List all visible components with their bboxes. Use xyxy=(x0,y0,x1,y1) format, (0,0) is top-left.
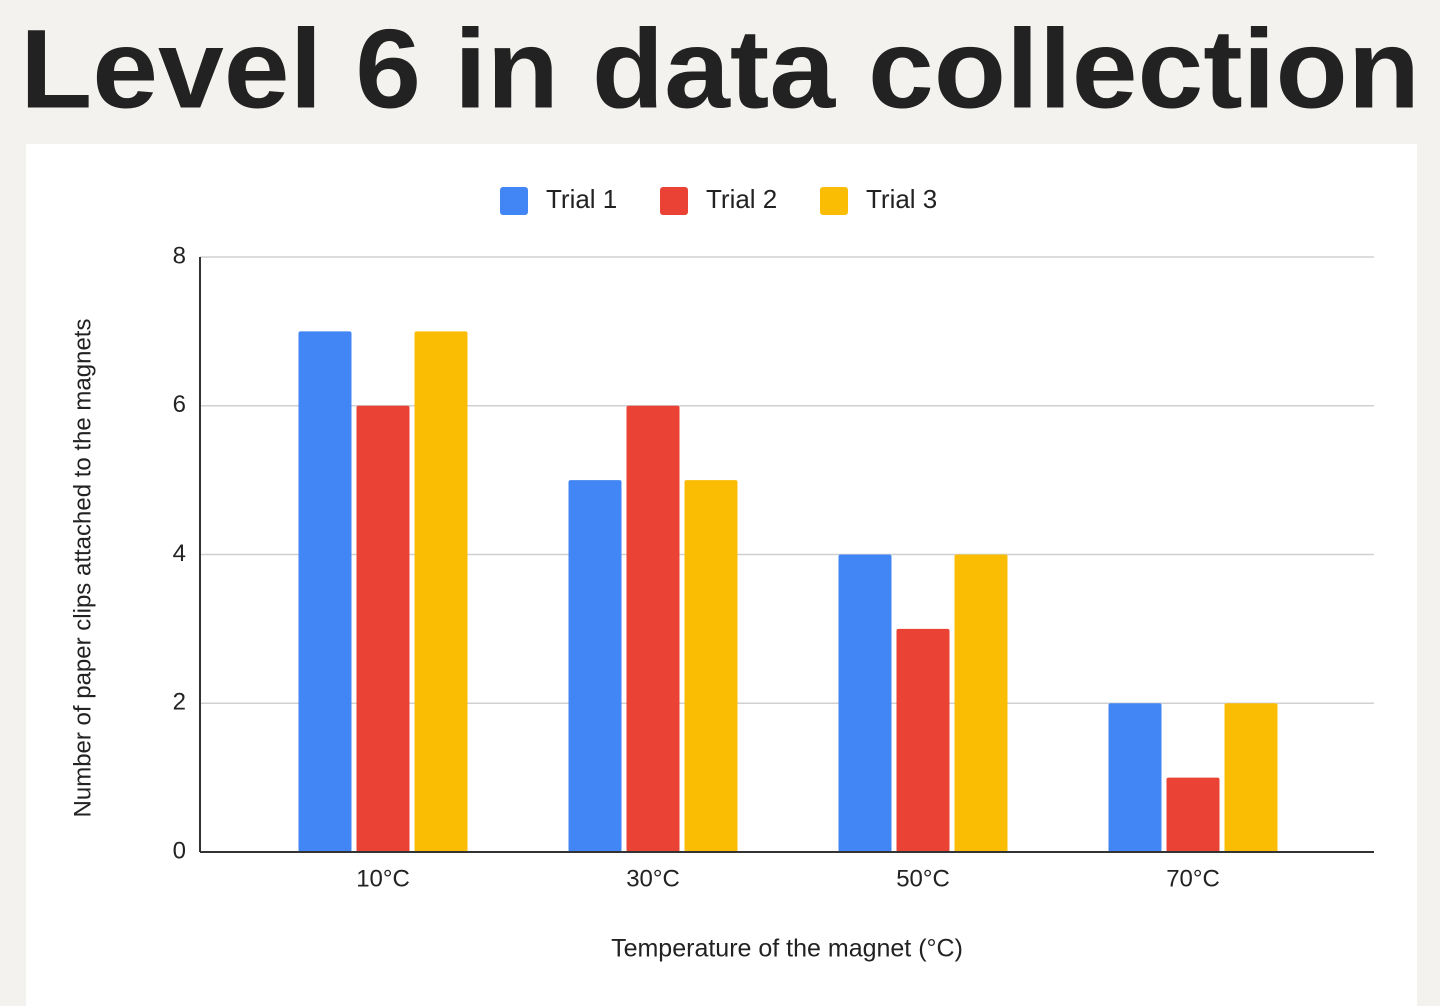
x-axis-title: Temperature of the magnet (°C) xyxy=(611,935,963,963)
legend-swatch xyxy=(500,187,528,215)
y-tick-label: 0 xyxy=(173,837,186,864)
legend-swatch xyxy=(660,187,688,215)
x-tick-label: 30°C xyxy=(626,865,680,892)
legend-label: Trial 2 xyxy=(706,184,777,214)
bar xyxy=(1166,777,1220,852)
bar xyxy=(684,480,738,852)
bar xyxy=(954,554,1008,852)
bar xyxy=(838,554,892,852)
bar xyxy=(356,405,410,852)
y-tick-label: 4 xyxy=(173,540,186,567)
x-tick-label: 10°C xyxy=(356,865,410,892)
bar xyxy=(568,480,622,852)
y-tick-label: 8 xyxy=(173,242,186,269)
bar xyxy=(626,405,680,852)
bar xyxy=(1224,703,1278,852)
x-tick-label: 50°C xyxy=(896,865,950,892)
y-axis-title: Number of paper clips attached to the ma… xyxy=(69,319,96,818)
legend-label: Trial 3 xyxy=(866,184,937,214)
bar xyxy=(1108,703,1162,852)
page-title: Level 6 in data collection xyxy=(20,7,1420,132)
y-tick-label: 6 xyxy=(173,391,186,418)
x-tick-label: 70°C xyxy=(1166,865,1220,892)
legend-swatch xyxy=(820,187,848,215)
bar xyxy=(896,628,950,852)
legend-label: Trial 1 xyxy=(546,184,617,214)
y-tick-label: 2 xyxy=(173,689,186,716)
bar xyxy=(414,331,468,852)
bar xyxy=(298,331,352,852)
